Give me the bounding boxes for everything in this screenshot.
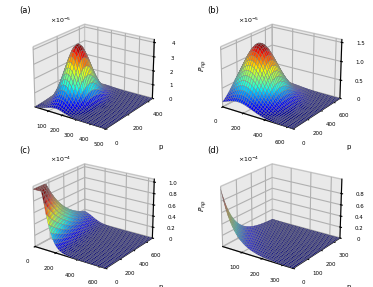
Y-axis label: p: p (346, 284, 351, 287)
Y-axis label: p: p (159, 284, 163, 287)
X-axis label: n: n (232, 154, 236, 160)
Text: $\times 10^{-5}$: $\times 10^{-5}$ (50, 15, 72, 25)
Text: (a): (a) (19, 6, 31, 15)
Text: (c): (c) (19, 146, 31, 155)
Text: (b): (b) (207, 6, 219, 15)
Y-axis label: p: p (159, 144, 163, 150)
X-axis label: n: n (44, 154, 49, 160)
Text: $\times 10^{-5}$: $\times 10^{-5}$ (238, 15, 259, 25)
Text: $\times 10^{-4}$: $\times 10^{-4}$ (238, 155, 259, 164)
Y-axis label: p: p (346, 144, 351, 150)
Text: $\times 10^{-4}$: $\times 10^{-4}$ (50, 155, 72, 164)
Text: (d): (d) (207, 146, 219, 155)
